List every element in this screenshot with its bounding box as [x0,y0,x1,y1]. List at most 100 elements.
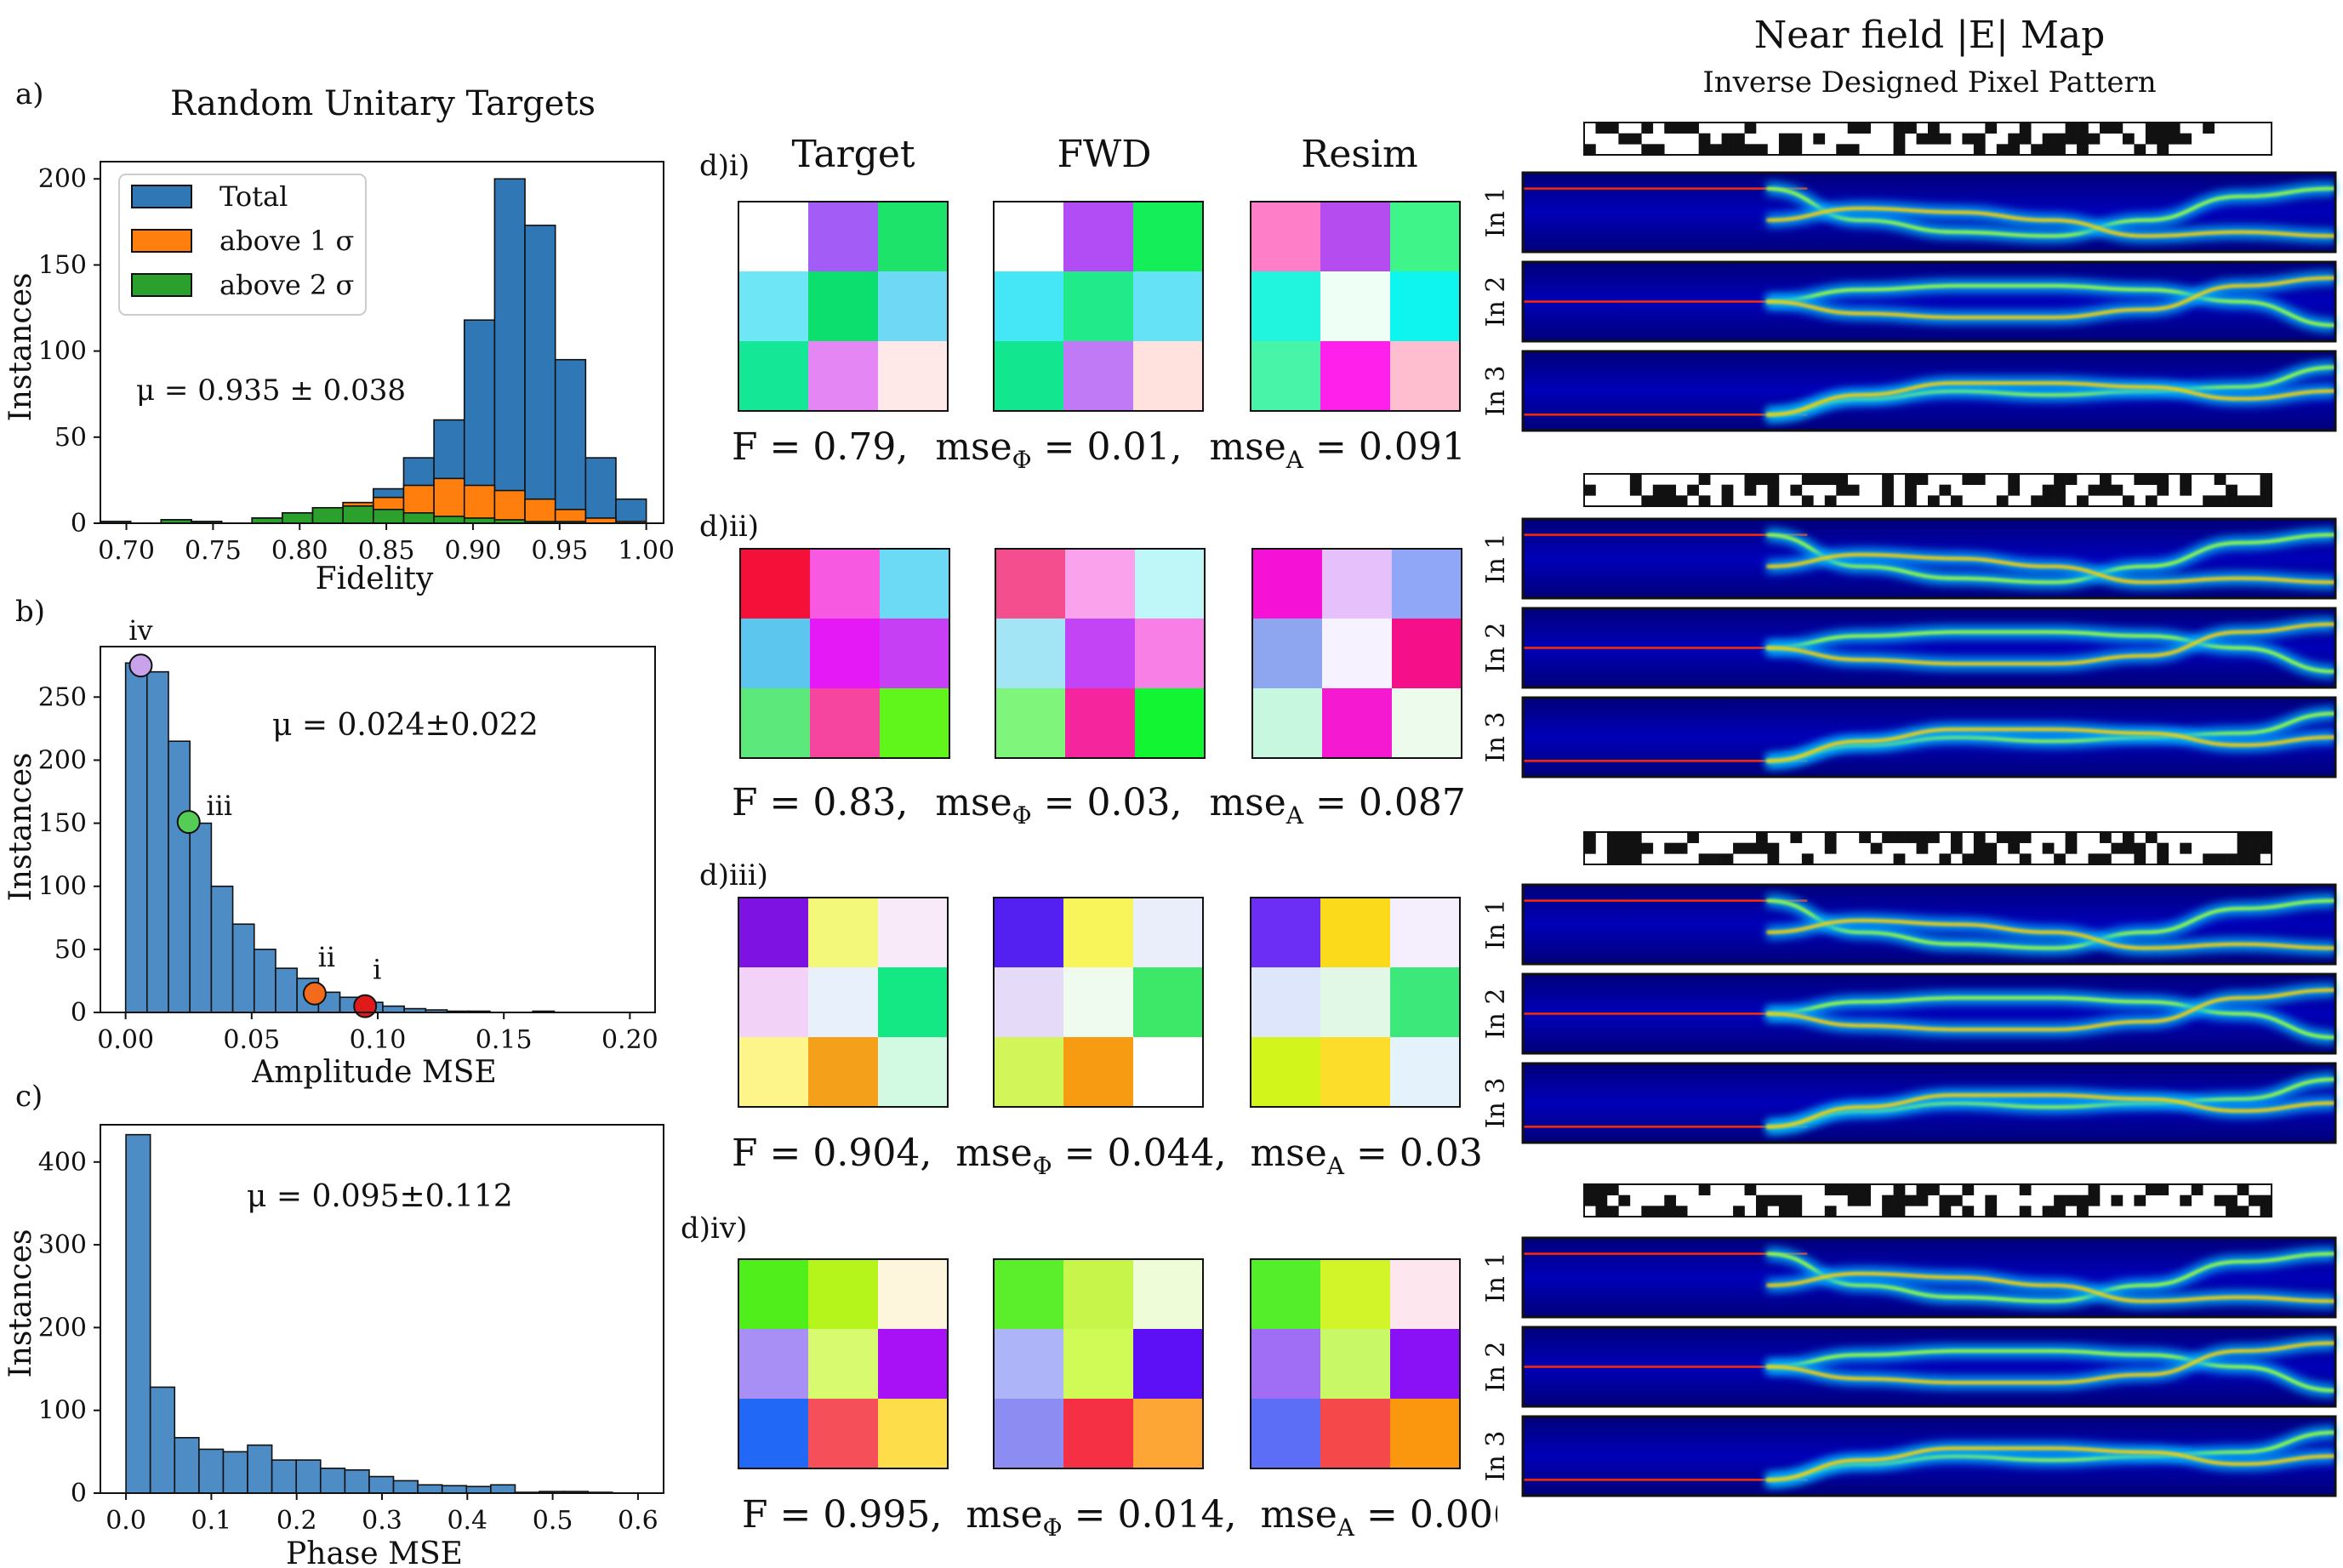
matrix-cell [1133,341,1204,412]
pixel [2145,495,2158,507]
pixel [1618,1195,1631,1206]
pixel [1905,123,1917,134]
chart-a-ytick-label: 100 [38,337,87,367]
pixel [2157,1184,2169,1195]
field-map-in-1: In 1 [1481,1236,2337,1319]
input-label-2: In 2 [1481,989,1511,1040]
bar-phase-mse [125,1133,151,1494]
chart-a-xtick-label: 0.80 [271,536,328,566]
chart-c-ytick-label: 300 [38,1230,87,1260]
pixel [1698,495,1711,507]
matrix-border [739,548,950,759]
bar-phase-mse [149,1386,176,1494]
matrix-cell [1252,688,1323,759]
chart-b-xtick-label: 0.00 [97,1025,154,1055]
pixel [2008,842,2021,854]
mse-amp-row-iii: 0.03 [1400,1132,1483,1175]
pixel [2145,123,2158,134]
matrix-cell [880,549,950,619]
pixel [2008,133,2021,145]
resim-matrix [1250,201,1461,412]
matrix-cell [994,341,1064,412]
pixel [1996,832,2009,843]
matrix-cell [808,898,879,968]
pixel [2260,832,2272,843]
pixel [2249,495,2260,507]
matrix-cell [878,202,949,272]
matrix-cell [808,1259,879,1330]
pixel [2260,484,2272,496]
bar-amplitude-mse [231,923,255,1013]
chart-a-xtick-label: 0.90 [445,536,502,566]
field-frame [1521,517,2337,600]
pixel [2168,123,2181,134]
chart-c-xlabel: Phase MSE [286,1537,463,1568]
pixel [2203,495,2215,507]
pixel [1721,495,1734,507]
matrix-cell [738,1259,809,1330]
matrix-cell [1322,688,1393,759]
pixel [1595,1184,1608,1195]
pixel [2008,144,2021,156]
field-branch-core [1766,1446,2336,1482]
matrix-cell [1133,967,1204,1038]
matrix-cell [1322,549,1393,619]
pixel-pattern [1583,473,2272,507]
pixel [2157,144,2169,156]
pixel [2042,144,2055,156]
pixel [2237,832,2249,843]
field-map-in-3: In 3 [1481,1415,2337,1497]
pixel [2145,133,2158,145]
legend-label-above1: above 1 σ [219,225,354,257]
nearfield-subtitle: Inverse Designed Pixel Pattern [1702,66,2156,100]
pixel [1928,1184,1940,1195]
pixel [1939,484,1952,496]
pixel [1756,474,1768,485]
pixel [1664,842,1677,854]
pixel [1733,1206,1745,1217]
pixel [1836,484,1849,496]
chart-b-frame [100,646,656,1013]
pixel [1721,853,1734,865]
pixel [1721,133,1734,145]
pixel [2180,484,2192,496]
pixel [1756,144,1768,156]
matrix-cell [1251,202,1321,272]
pixel [2088,1195,2101,1206]
pixel [1778,133,1791,145]
fwd-matrix [993,1258,1204,1469]
pixel [1698,474,1711,485]
pixel [1767,474,1780,485]
pixel [1824,474,1837,485]
pixel [2111,123,2124,134]
pixel [1824,842,1837,854]
chart-a-legend: Total above 1 σ above 2 σ [118,174,367,316]
pixel [1870,842,1883,854]
matrix-cell [1251,1399,1321,1469]
pixel [1893,853,1906,865]
pixel [1641,495,1654,507]
pixel [2088,133,2101,145]
bar-amplitude-mse [189,822,213,1013]
pixel [2042,484,2055,496]
row-label-i: d)i) [699,149,750,183]
input-label-2: In 2 [1481,1342,1511,1393]
pixel [1767,853,1780,865]
pixel [1756,832,1768,843]
input-label-1: In 1 [1481,187,1511,238]
chart-b-xtick-label: 0.05 [223,1025,280,1055]
pixel [2077,1195,2089,1206]
metrics-row-ii: F = 0.83, mseΦ = 0.03, mseA = 0.087 [732,781,1466,830]
pixel-pattern [1583,831,2272,865]
input-label-1: In 1 [1481,533,1511,584]
marker-label-iv: iv [128,614,152,647]
matrix-cell [1320,202,1391,272]
field-branch-core [1766,1341,2336,1385]
matrix-cell [994,271,1064,342]
matrix-cell [878,1399,949,1469]
pixel [2088,1184,2101,1195]
matrix-cell [1251,967,1321,1038]
matrix-cell [1320,1329,1391,1400]
field-branch-core [1766,381,2336,417]
pixel [2237,1184,2249,1195]
